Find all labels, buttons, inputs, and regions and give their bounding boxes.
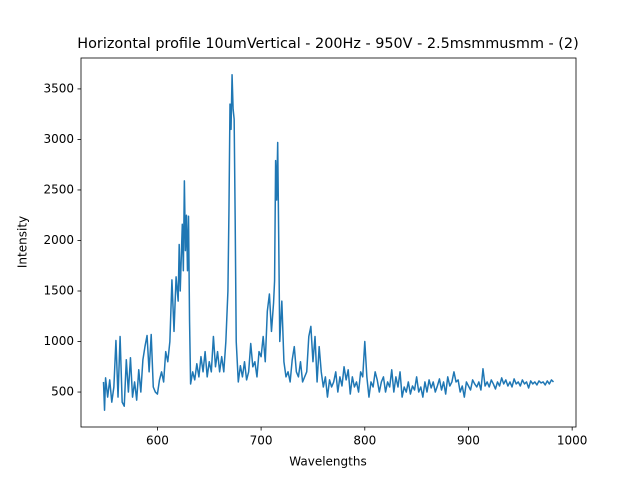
x-tick-label: 600 [146,434,169,448]
data-line [102,74,555,411]
y-tick-label: 500 [51,385,74,399]
x-tick-label: 800 [353,434,376,448]
y-tick-label: 2000 [43,233,74,247]
y-tick-label: 2500 [43,182,74,196]
y-tick-label: 3500 [43,81,74,95]
x-tick-label: 700 [250,434,273,448]
plot-frame [80,57,577,428]
y-tick-label: 1500 [43,283,74,297]
x-tick-label: 1000 [557,434,588,448]
x-axis-label: Wavelengths [289,455,366,469]
y-axis-label: Intensity [16,216,30,268]
chart-title: Horizontal profile 10umVertical - 200Hz … [77,36,578,52]
y-tick-label: 3000 [43,132,74,146]
x-tick-label: 900 [457,434,480,448]
y-tick-label: 1000 [43,334,74,348]
